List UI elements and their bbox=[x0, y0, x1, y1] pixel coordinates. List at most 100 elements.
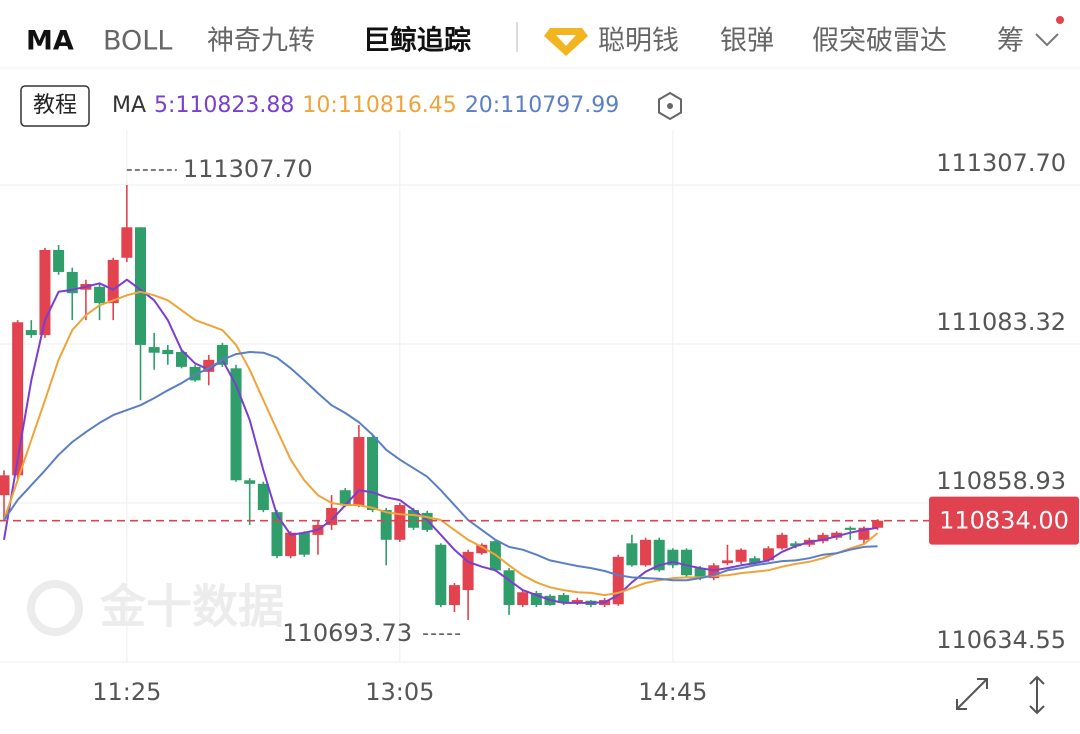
legend-entry: 10:110816.45 bbox=[302, 93, 456, 118]
candle-body bbox=[148, 347, 160, 353]
candle-body bbox=[271, 512, 283, 557]
candle-body bbox=[25, 330, 37, 336]
tab[interactable]: 聪明钱 bbox=[598, 26, 679, 57]
gem-icon-inner bbox=[556, 35, 576, 46]
candle-body bbox=[612, 556, 624, 605]
candle-body bbox=[230, 368, 242, 481]
candle-body bbox=[530, 592, 542, 605]
badge-dot bbox=[1056, 16, 1064, 24]
candle-body bbox=[394, 505, 406, 540]
candle-body bbox=[0, 475, 10, 496]
candle-body bbox=[503, 570, 515, 605]
candle-body bbox=[203, 359, 215, 372]
toolbar: MA BOLL 神奇九转 巨鲸追踪 聪明钱 银弹 假突破雷达 筹 bbox=[26, 16, 1064, 57]
candle-body bbox=[298, 532, 310, 555]
hexagon-dot bbox=[667, 103, 673, 109]
ma-line bbox=[3, 351, 878, 582]
candle-body bbox=[476, 544, 488, 554]
annotation-label: 110693.73 bbox=[282, 619, 412, 647]
candle-body bbox=[339, 490, 351, 506]
candle-body bbox=[558, 595, 570, 603]
candle-body bbox=[694, 568, 706, 579]
candle-body bbox=[858, 527, 870, 540]
candle-body bbox=[244, 480, 256, 484]
candle-body bbox=[462, 551, 474, 591]
dropdown-icon[interactable] bbox=[1035, 33, 1059, 47]
legend-indicator: MA bbox=[112, 93, 146, 118]
x-tick-label: 14:45 bbox=[638, 678, 707, 706]
watermark: 金十数据 bbox=[27, 580, 284, 636]
legend-entry: 20:110797.99 bbox=[465, 93, 619, 118]
candle-body bbox=[162, 349, 174, 355]
zoom-controls bbox=[956, 675, 1045, 715]
candle-body bbox=[12, 322, 24, 476]
candle-body bbox=[735, 549, 747, 562]
ma-line bbox=[3, 278, 878, 604]
candle-body bbox=[776, 534, 788, 549]
watermark-text: 金十数据 bbox=[99, 580, 284, 634]
current-price-tag bbox=[929, 496, 1079, 545]
y-tick-label: 110634.55 bbox=[936, 626, 1066, 654]
candle-body bbox=[94, 286, 106, 304]
tutorial-button[interactable] bbox=[20, 85, 90, 127]
candle-body bbox=[626, 543, 638, 566]
candle-body bbox=[175, 352, 187, 367]
tab[interactable]: 筹 bbox=[997, 26, 1024, 57]
candle-body bbox=[721, 560, 733, 564]
candle-body bbox=[790, 543, 802, 547]
candle-body bbox=[749, 558, 761, 564]
watermark-logo bbox=[27, 580, 83, 636]
candle-body bbox=[762, 548, 774, 561]
tab[interactable]: 巨鲸追踪 bbox=[363, 25, 471, 57]
current-price-label: 110834.00 bbox=[939, 507, 1069, 535]
candle-body bbox=[257, 483, 269, 511]
tab[interactable]: 银弹 bbox=[720, 26, 774, 57]
candle-body bbox=[367, 437, 379, 511]
ma-line bbox=[3, 290, 879, 597]
candle-body bbox=[667, 549, 679, 566]
x-tick-label: 13:05 bbox=[365, 678, 434, 706]
vertical-scale-icon[interactable] bbox=[1029, 675, 1045, 715]
candle-body bbox=[135, 227, 146, 345]
candle-body bbox=[380, 510, 392, 540]
y-tick-label: 111307.70 bbox=[936, 149, 1066, 177]
legend-entry: 5:110823.88 bbox=[154, 93, 294, 118]
plot: 111307.70 111083.32 110858.93 110634.55 11:2… bbox=[0, 130, 1080, 706]
candle-body bbox=[517, 592, 529, 605]
x-tick-label: 11:25 bbox=[92, 678, 161, 706]
candle-body bbox=[326, 507, 338, 525]
candle-body bbox=[435, 544, 447, 605]
candle-body bbox=[353, 437, 365, 506]
tab[interactable]: 假突破雷达 bbox=[812, 26, 947, 57]
candle-body bbox=[681, 549, 692, 576]
candle-body bbox=[708, 565, 720, 579]
candle-body bbox=[448, 585, 460, 605]
y-tick-label: 111083.32 bbox=[936, 308, 1066, 336]
candle-body bbox=[817, 534, 829, 542]
expand-icon[interactable] bbox=[956, 678, 988, 710]
candle-body bbox=[844, 527, 856, 530]
candle-body bbox=[216, 344, 228, 365]
hexagon[interactable] bbox=[658, 91, 682, 121]
legend: MA 5:110823.88 10:110816.45 20:110797.99 bbox=[112, 93, 619, 118]
candle-body bbox=[408, 510, 419, 528]
tab[interactable]: MA bbox=[26, 26, 74, 57]
candle-body bbox=[285, 532, 297, 557]
y-tick-label: 110858.93 bbox=[936, 467, 1066, 495]
candle-body bbox=[872, 520, 884, 528]
candle-body bbox=[121, 227, 133, 258]
candle-body bbox=[66, 271, 78, 294]
tab[interactable]: 神奇九转 bbox=[207, 26, 315, 57]
candle-body bbox=[640, 539, 652, 566]
candle-body bbox=[571, 600, 583, 603]
candle-body bbox=[39, 249, 51, 336]
candle-body bbox=[107, 259, 119, 304]
candle-body bbox=[831, 532, 843, 538]
settings-icon[interactable] bbox=[658, 91, 682, 121]
tab[interactable]: BOLL bbox=[103, 26, 172, 57]
annotation-label: 111307.70 bbox=[183, 155, 313, 183]
tutorial-label[interactable]: 教程 bbox=[33, 93, 77, 118]
candle-body bbox=[653, 539, 665, 571]
